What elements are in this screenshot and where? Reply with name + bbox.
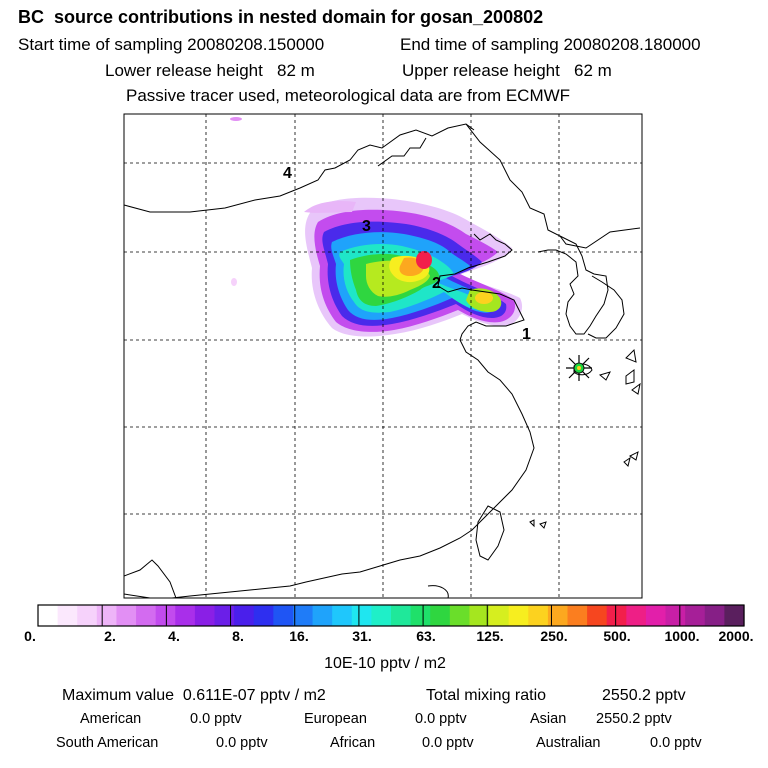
colorbar-tick: 2000. — [718, 628, 754, 644]
graticule — [124, 114, 642, 598]
marker-4: 4 — [283, 165, 292, 182]
african-value: 0.0 pptv — [422, 735, 474, 751]
european-value: 0.0 pptv — [415, 711, 467, 727]
american-label: American — [80, 711, 142, 727]
concentration-plume — [230, 117, 523, 337]
max-value-label: Maximum value 0.611E-07 pptv / m2 — [62, 687, 326, 704]
page-title: BC source contributions in nested domain… — [18, 7, 544, 27]
european-label: European — [304, 711, 367, 727]
south-american-value: 0.0 pptv — [216, 735, 268, 751]
tracer-note: Passive tracer used, meteorological data… — [126, 86, 571, 105]
colorbar-tick: 16. — [289, 628, 309, 644]
colorbar-tick: 500. — [603, 628, 631, 644]
colorbar-tick: 31. — [352, 628, 372, 644]
colorbar-tick: 63. — [416, 628, 436, 644]
marker-1: 1 — [522, 326, 531, 343]
coastlines — [124, 123, 641, 598]
lower-release-label: Lower release height 82 m — [105, 61, 315, 80]
map-frame — [123, 113, 643, 599]
south-american-label: South American — [56, 735, 159, 751]
colorbar-unit-label: 10E-10 pptv / m2 — [324, 655, 446, 672]
african-label: African — [330, 735, 376, 751]
colorbar-tick: 4. — [168, 628, 180, 644]
colorbar-tick: 125. — [476, 628, 504, 644]
american-value: 0.0 pptv — [190, 711, 242, 727]
colorbar-tick: 8. — [232, 628, 244, 644]
total-mixing-label: Total mixing ratio — [426, 687, 547, 704]
end-time-label: End time of sampling 20080208.180000 — [400, 35, 701, 54]
marker-3: 3 — [362, 218, 371, 235]
colorbar-tick: 0. — [24, 628, 36, 644]
colorbar-tick: 1000. — [664, 628, 700, 644]
colorbar-tick: 250. — [540, 628, 568, 644]
australian-label: Australian — [536, 735, 601, 751]
asian-label: Asian — [530, 711, 567, 727]
upper-release-label: Upper release height 62 m — [402, 61, 612, 80]
asian-value: 2550.2 pptv — [596, 711, 672, 727]
start-time-label: Start time of sampling 20080208.150000 — [18, 35, 325, 54]
receptor-star-icon — [566, 355, 592, 381]
marker-2: 2 — [432, 275, 441, 292]
total-mixing-value: 2550.2 pptv — [602, 687, 686, 704]
colorbar-tick: 2. — [104, 628, 116, 644]
australian-value: 0.0 pptv — [650, 735, 702, 751]
